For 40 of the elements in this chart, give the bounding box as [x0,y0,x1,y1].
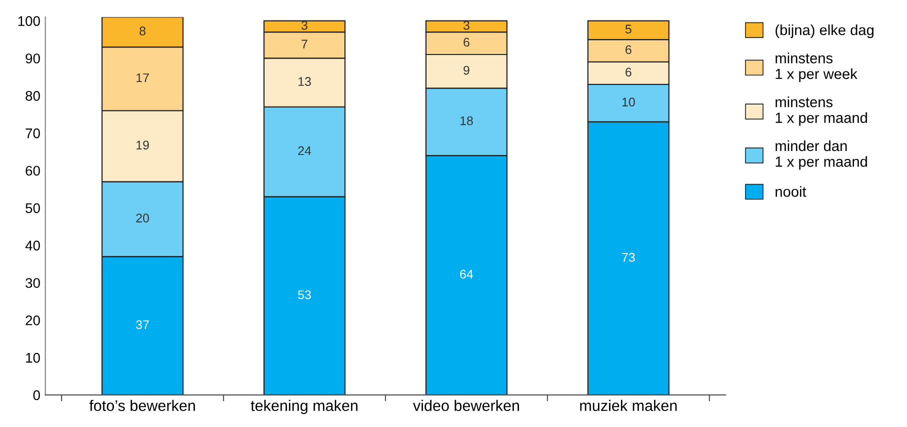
legend-label: minder dan 1 x per maand [776,140,867,170]
legend-label: minstens 1 x per week [776,52,858,82]
y-tick-label: 70 [26,128,40,138]
x-tick-label: foto’s bewerken [89,400,195,412]
data-label: 3 [301,20,308,30]
y-tick-label: 60 [26,166,40,176]
data-label: 73 [622,252,635,262]
y-tick-label: 10 [26,352,40,363]
data-label: 10 [622,98,635,106]
data-label: 18 [460,116,473,126]
data-label: 24 [298,146,312,156]
legend-label: nooit [776,186,806,197]
y-tick-label: 90 [26,54,40,64]
y-tick-label: 0 [33,390,40,400]
data-label: 6 [464,38,470,47]
data-label: 3 [463,20,470,30]
data-label: 20 [136,214,149,222]
x-tick-label: tekening maken [250,400,358,414]
data-label: 9 [464,66,470,75]
y-tick-label: 100 [18,16,40,26]
data-label: 17 [136,73,149,82]
y-tick-label: 30 [26,278,40,288]
data-label: 64 [460,270,474,279]
data-label: 19 [136,140,149,150]
data-label: 13 [298,77,311,86]
legend-label: minstens 1 x per maand [776,96,867,126]
y-tick-label: 40 [25,240,40,250]
data-label: 6 [626,68,632,77]
data-label: 53 [298,290,311,300]
y-tick-label: 80 [26,90,40,101]
y-tick-label: 50 [26,203,40,214]
data-label: 8 [140,26,146,36]
x-tick-label: video bewerken [413,400,519,412]
data-label: 37 [136,320,149,330]
legend-label: (bijna) elke dag [776,24,874,38]
data-label: 5 [625,24,632,34]
y-tick-label: 20 [26,315,40,326]
x-tick-label: muziek maken [580,400,677,412]
data-label: 7 [302,40,308,48]
data-label: 6 [626,45,632,54]
